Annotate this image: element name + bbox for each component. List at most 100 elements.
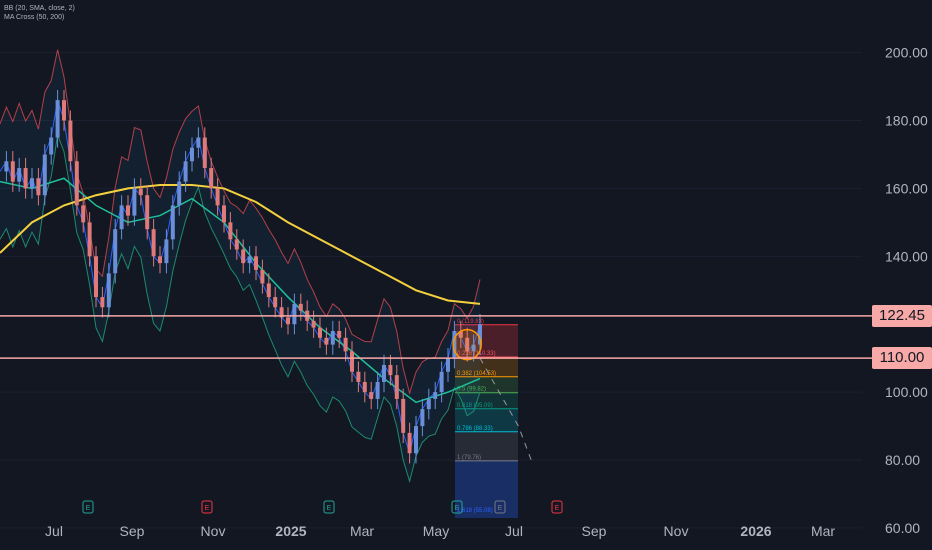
candle-body [119,205,124,230]
fib-level-label: 0.5 (99.82) [457,387,486,393]
x-tick-label: May [423,523,449,539]
candle-body [394,375,399,399]
x-tick-label: Nov [201,523,226,539]
candle-body [324,337,329,345]
projection-line [479,357,532,461]
candle-body [113,229,118,274]
fib-zone [455,460,518,518]
x-tick-label: Jul [45,523,63,539]
earnings-marker-box [551,500,563,514]
candle-body [343,337,348,352]
candle-body [350,351,354,372]
candle-body [87,222,92,257]
candle-body [414,426,418,454]
candle-body [74,161,79,206]
candle-body [266,283,271,298]
fib-level-label: 0.618 (95.09) [457,403,493,409]
candle-body [132,188,137,216]
candle-body [298,303,303,311]
x-tick-label: Sep [120,523,145,539]
y-tick-label: 140.00 [885,248,928,264]
y-tick-label: 100.00 [885,384,928,400]
candle-body [196,137,201,148]
candle-body [100,297,105,308]
earnings-marker-label: E [455,505,460,512]
candle-body [330,331,335,345]
candle-body [286,317,290,325]
candle-body [241,249,246,264]
candle-body [202,137,207,169]
earnings-marker-label: E [86,505,91,512]
candle-body [375,381,380,399]
earnings-marker-label: E [205,505,210,512]
fib-level-label: 0.786 (88.33) [457,426,493,432]
level-label-122[interactable]: 122.45 [872,304,932,327]
candle-body [439,371,444,393]
fib-zone [455,392,518,409]
candle-body [426,398,431,410]
candle-body [458,331,463,338]
candle-body [420,409,425,427]
fib-zone [455,431,518,461]
candle-body [55,100,60,138]
candle-body [30,178,34,189]
x-tick-label: Jul [505,523,523,539]
x-tick-label: Sep [582,523,607,539]
candle-body [465,337,470,352]
fib-level-label: 0 (119.83) [457,319,484,325]
candle-body [407,432,412,454]
bb-lower-line [0,132,481,484]
candle-body [10,161,15,182]
candle-body [292,303,297,325]
candle-body [247,256,252,264]
candle-body [362,381,367,393]
y-tick-label: 200.00 [885,45,928,61]
x-tick-label: 2026 [740,523,771,539]
candle-body [433,392,438,399]
gridlines [0,52,862,529]
candle-body [215,188,220,206]
horizontal-levels[interactable] [0,315,872,359]
candle-body [183,161,188,182]
candle-body [311,320,316,328]
ma50-line [0,177,481,404]
candle-body [164,239,169,264]
candle-body [36,178,41,196]
candle-body [17,168,22,182]
bb-upper-line [0,49,481,396]
candle-body [388,364,393,376]
fib-zone [455,357,518,377]
candle-body [190,147,194,162]
candle-body [401,398,406,433]
candle-body [260,269,265,284]
earnings-marker-label: E [327,505,332,512]
legend-ma-cross[interactable]: MA Cross (50, 200) [4,14,65,21]
level-label-110[interactable]: 110.00 [872,347,932,370]
candle-body [369,392,374,399]
ma200-line [0,184,481,305]
candle-body [337,331,342,338]
legend-bb[interactable]: BB (20, SMA, close, 2) [4,5,75,12]
candle-body [81,205,86,223]
candle-body [478,324,482,345]
earnings-marker-box [494,500,506,514]
indicator-legend: BB (20, SMA, close, 2) MA Cross (50, 200… [4,4,75,22]
fib-zone [455,408,518,432]
candle-body [446,358,450,372]
candle-body [138,188,143,196]
candle-body [228,222,233,240]
candle-body [4,161,9,172]
candle-body [222,205,226,223]
fib-zone [455,376,518,393]
candle-body [151,229,156,257]
x-axis[interactable]: Jul Sep Nov 2025 Mar May Jul Sep Nov 2026 Mar [45,523,835,539]
x-tick-label: Mar [350,523,374,539]
candle-body [158,256,162,264]
y-axis[interactable]: 200.00 180.00 160.00 140.00 100.00 80.00 60.00 [885,45,928,536]
candle-body [471,344,476,352]
candle-body [254,256,258,270]
earnings-marker-box [451,500,463,514]
fib-level-label: 1 (79.76) [457,455,481,461]
